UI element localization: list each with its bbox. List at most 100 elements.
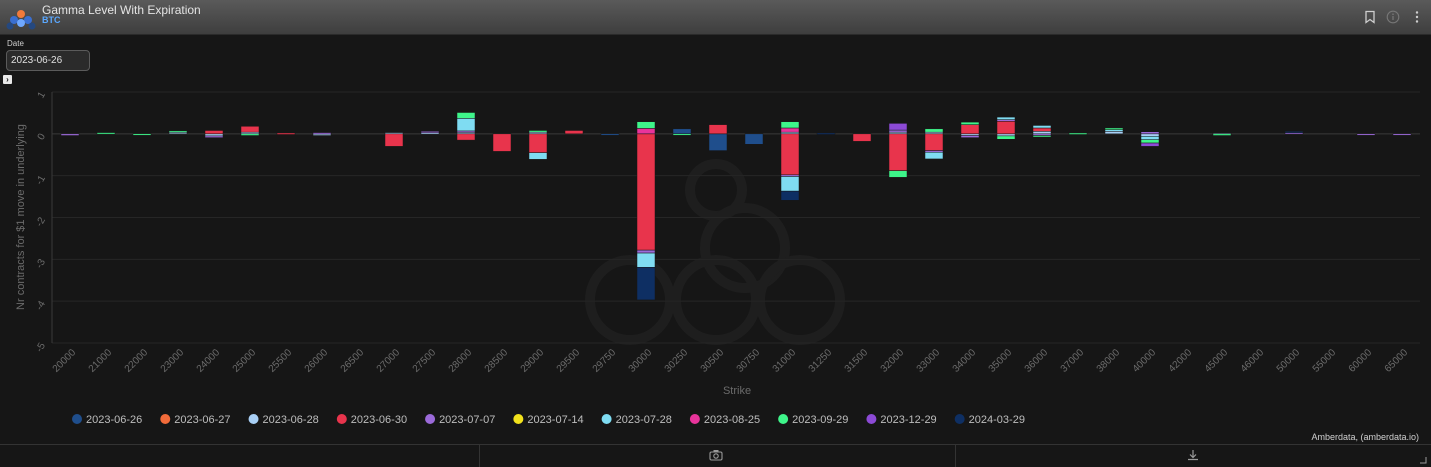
download-icon[interactable] [1186,449,1200,465]
bar-segment[interactable] [708,124,728,135]
info-icon[interactable] [1386,10,1400,24]
bar-segment[interactable] [1284,131,1304,134]
bar-segment[interactable] [996,135,1016,140]
bar-segment[interactable] [888,129,908,133]
bar-segment[interactable] [744,133,764,145]
bar-segment[interactable] [240,131,260,135]
bar-segment[interactable] [528,152,548,160]
bar-segment[interactable] [132,133,152,136]
bar-segment[interactable] [204,135,224,138]
bar-segment[interactable] [636,133,656,251]
bar-segment[interactable] [888,123,908,131]
bar-segment[interactable] [780,190,800,201]
bar-segment[interactable] [240,133,260,136]
bar-segment[interactable] [996,121,1016,135]
bar-segment[interactable] [888,170,908,178]
bar-segment[interactable] [384,133,404,147]
bar-segment[interactable] [1212,133,1232,136]
legend-item[interactable]: 2023-07-28 [601,414,672,426]
bar-segment[interactable] [528,130,548,133]
bar-segment[interactable] [1032,131,1052,135]
bar-segment[interactable] [456,133,476,141]
date-input[interactable] [6,50,90,71]
legend-item[interactable]: 2023-09-29 [778,414,848,426]
bar-segment[interactable] [780,176,800,192]
bar-segment[interactable] [528,131,548,135]
bar-segment[interactable] [780,127,800,133]
bar-segment[interactable] [240,126,260,133]
bar-segment[interactable] [708,133,728,151]
bar-segment[interactable] [1392,133,1412,136]
bar-segment[interactable] [1032,135,1052,138]
bar-segment[interactable] [960,121,980,125]
bar-segment[interactable] [852,133,872,142]
bar-segment[interactable] [1104,131,1124,135]
expand-toggle-icon[interactable]: › [3,75,12,84]
bar-segment[interactable] [1068,132,1088,135]
bar-segment[interactable] [1032,133,1052,136]
bar-segment[interactable] [960,133,980,136]
bar-segment[interactable] [924,131,944,135]
bar-segment[interactable] [672,128,692,135]
bar-segment[interactable] [492,133,512,152]
bar-segment[interactable] [996,116,1016,120]
bar-segment[interactable] [924,133,944,151]
bar-segment[interactable] [528,133,548,153]
bar-segment[interactable] [1104,127,1124,130]
bar-segment[interactable] [456,112,476,119]
bar-segment[interactable] [780,121,800,129]
bar-segment[interactable] [1356,133,1376,136]
legend-item[interactable]: 2023-07-14 [513,414,584,426]
legend-item[interactable]: 2023-06-27 [160,414,231,426]
bar-segment[interactable] [780,174,800,177]
bar-segment[interactable] [888,131,908,135]
bar-segment[interactable] [276,132,296,135]
bookmark-icon[interactable] [1363,10,1377,24]
bar-segment[interactable] [204,130,224,135]
bar-segment[interactable] [1140,131,1160,135]
bar-segment[interactable] [456,118,476,132]
bar-segment[interactable] [312,132,332,135]
more-icon[interactable] [1410,10,1424,24]
bar-segment[interactable] [96,132,116,135]
bar-segment[interactable] [168,130,188,133]
legend-item[interactable]: 2023-12-29 [866,414,937,426]
bar-segment[interactable] [60,133,80,136]
bar-segment[interactable] [780,133,800,176]
bar-segment[interactable] [1104,129,1124,132]
bar-segment[interactable] [564,130,584,135]
bar-segment[interactable] [600,133,620,136]
bar-segment[interactable] [204,133,224,137]
bar-segment[interactable] [1032,125,1052,129]
bar-segment[interactable] [780,131,800,135]
bar-segment[interactable] [816,132,836,135]
resize-handle-icon[interactable] [1419,453,1427,467]
bar-segment[interactable] [1140,136,1160,140]
camera-icon[interactable] [709,449,723,464]
bar-segment[interactable] [924,150,944,153]
bar-segment[interactable] [636,121,656,129]
bar-segment[interactable] [1140,142,1160,147]
bar-segment[interactable] [1140,133,1160,137]
legend-item[interactable]: 2023-06-26 [72,414,142,426]
bar-segment[interactable] [636,267,656,301]
legend-item[interactable]: 2023-07-07 [425,414,495,426]
bar-segment[interactable] [888,133,908,171]
bar-segment[interactable] [672,133,692,136]
bar-segment[interactable] [1140,139,1160,144]
bar-segment[interactable] [1032,127,1052,132]
bar-segment[interactable] [960,124,980,135]
legend-item[interactable]: 2023-06-28 [248,414,319,426]
bar-segment[interactable] [924,151,944,160]
bar-segment[interactable] [960,135,980,138]
bar-segment[interactable] [996,133,1016,137]
bar-segment[interactable] [636,128,656,135]
bar-segment[interactable] [636,249,656,254]
bar-segment[interactable] [420,131,440,134]
legend-item[interactable]: 2023-08-25 [689,414,760,426]
bar-segment[interactable] [924,128,944,133]
bar-segment[interactable] [996,119,1016,122]
bar-segment[interactable] [636,252,656,268]
legend-item[interactable]: 2023-06-30 [336,414,407,426]
legend-item[interactable]: 2024-03-29 [954,414,1025,426]
